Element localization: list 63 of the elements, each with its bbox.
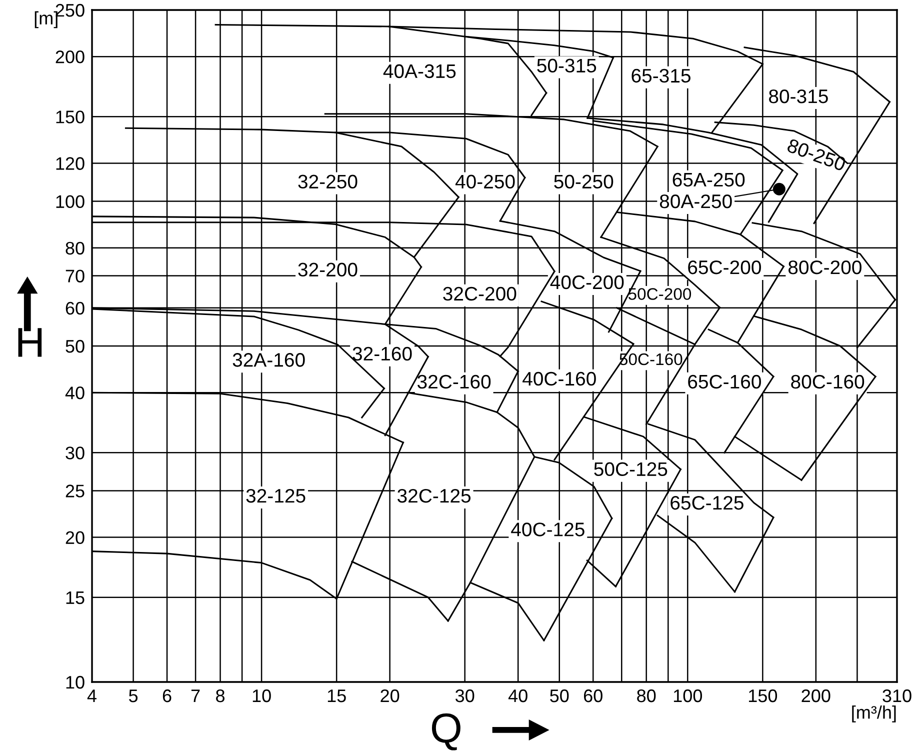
y-tick-label: 60	[66, 302, 84, 315]
y-tick-label: 250	[56, 4, 84, 17]
x-tick-label: 40	[508, 689, 528, 702]
annotation: 50-250	[554, 174, 614, 189]
x-tick-label: 310	[882, 689, 912, 702]
x-tick-label: 60	[584, 689, 602, 702]
annotation: 32C-200	[443, 286, 516, 301]
annotation: 40C-200	[550, 275, 624, 290]
text: [m³/h]	[852, 706, 896, 722]
y-tick-label: 20	[66, 531, 84, 544]
annotation: 40C-125	[511, 522, 584, 536]
annotation: 32-200	[298, 262, 358, 277]
annotation: 80-315	[769, 89, 828, 104]
x-tick-label: 4	[87, 690, 96, 702]
annotation: 65-315	[632, 68, 690, 83]
y-axis-title: H	[18, 328, 42, 357]
x-tick-label: 6	[162, 689, 172, 702]
text: [m]	[34, 11, 58, 28]
annotation: 80A-250	[660, 194, 732, 208]
y-tick-label: 15	[66, 591, 84, 604]
y-tick-label: 200	[56, 50, 84, 64]
x-tick-label: 80	[637, 689, 656, 702]
x-axis-title: Q	[432, 713, 460, 750]
annotation: 65C-125	[670, 496, 744, 510]
y-tick-label: 40	[65, 386, 84, 400]
annotation: 40A-315	[383, 64, 456, 78]
x-tick-label: 10	[252, 689, 271, 702]
y-tick-label: 100	[56, 195, 84, 208]
x-tick-label: 7	[191, 690, 200, 702]
annotation: 80C-200	[788, 260, 862, 274]
y-tick-label: 70	[66, 270, 84, 282]
x-tick-label: 100	[674, 689, 702, 702]
annotation: 80-250	[786, 138, 847, 172]
annotation: 32-125	[246, 488, 306, 503]
x-tick-label: 5	[128, 690, 138, 702]
annotation: 80C-160	[791, 374, 864, 389]
y-tick-label: 10	[66, 676, 84, 689]
x-tick-label: 30	[455, 689, 474, 702]
y-tick-label: 30	[66, 446, 84, 460]
annotation: 50C-125	[594, 462, 668, 476]
x-tick-label: 8	[216, 689, 224, 702]
annotation: 65C-160	[688, 374, 761, 389]
annotation: 40C-160	[522, 372, 596, 386]
annotation: 65C-200	[688, 260, 761, 274]
y-tick-label: 25	[66, 484, 84, 498]
annotation: 40-250	[455, 174, 515, 189]
y-tick-label: 80	[66, 242, 84, 255]
x-tick-label: 50	[550, 689, 569, 702]
annotation: 50-315	[537, 58, 596, 73]
annotation: 32C-125	[398, 488, 471, 503]
x-tick-label: 20	[380, 689, 400, 702]
x-tick-label: 15	[328, 690, 346, 702]
x-tick-label: 200	[802, 689, 830, 702]
y-tick-label: 150	[56, 110, 84, 124]
y-tick-label: 50	[66, 340, 84, 353]
x-tick-label: 150	[748, 689, 778, 702]
annotation: 32-160	[352, 346, 412, 361]
annotation: 32-250	[298, 174, 358, 189]
annotation: 32A-160	[232, 353, 305, 367]
annotation: 32C-160	[418, 374, 491, 389]
y-tick-label: 120	[56, 157, 84, 170]
annotation: 65A-250	[672, 172, 745, 187]
annotation: 50C-200	[628, 288, 692, 300]
